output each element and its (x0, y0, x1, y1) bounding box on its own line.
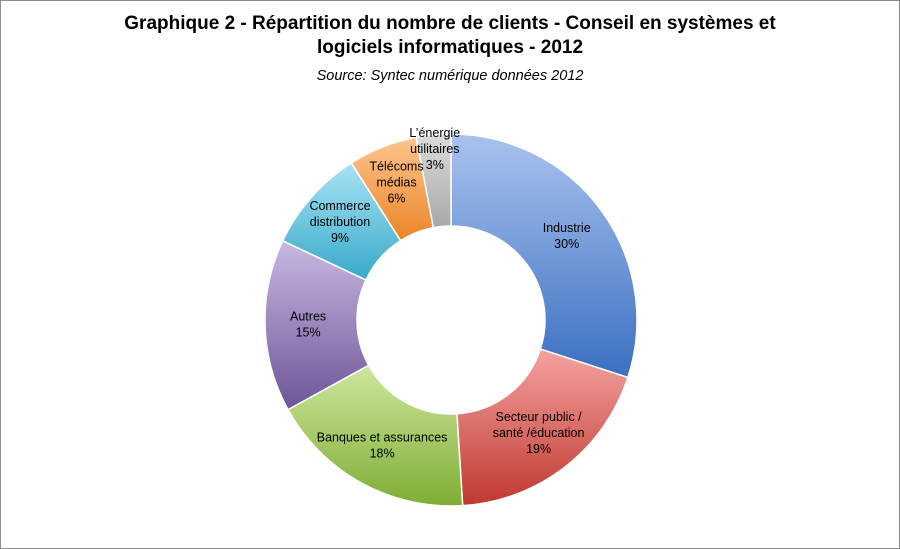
slice-value-label: 30% (554, 237, 579, 251)
slice-category-label: utilitaires (410, 142, 459, 156)
slice-value-label: 3% (426, 158, 444, 172)
slice-category-label: Commerce (309, 199, 370, 213)
slice-category-label: Industrie (543, 221, 591, 235)
chart-title-line-2: logiciels informatiques - 2012 (316, 37, 584, 58)
slice-label-2: Secteur public / santé /éducation 19% (493, 410, 585, 456)
chart-title-line-1: Graphique 2 - Répartition du nombre de c… (124, 13, 776, 34)
slice-label-1: Industrie 30% (543, 221, 591, 251)
donut-slice-7 (415, 133, 452, 229)
slice-value-label: 15% (296, 326, 321, 340)
slice-value-label: 9% (331, 231, 349, 245)
chart-subtitle: Source: Syntec numérique données 2012 (316, 68, 584, 84)
slice-label-7: L’énergie utilitaires 3% (409, 126, 460, 172)
slice-label-3: Banques et assurances 18% (317, 430, 448, 460)
chart-title: Graphique 2 - Répartition du nombre de c… (0, 12, 900, 60)
slice-value-label: 18% (370, 446, 395, 460)
slice-category-label: Autres (290, 310, 326, 324)
slice-category-label: distribution (310, 215, 370, 229)
slice-category-label: Télécoms (369, 159, 423, 173)
slice-label-6: Télécoms médias 6% (369, 159, 423, 205)
slice-value-label: 6% (387, 191, 405, 205)
slice-category-label: L’énergie (409, 126, 460, 140)
donut-slice-4 (264, 239, 370, 411)
donut-slice-1 (450, 133, 638, 379)
slice-category-label: Secteur public / (496, 410, 583, 424)
slice-category-label: Banques et assurances (317, 430, 448, 444)
slice-label-5: Commerce distribution 9% (309, 199, 370, 245)
slice-category-label: santé /éducation (493, 426, 585, 440)
slice-label-4: Autres 15% (290, 310, 326, 340)
donut-slice-3 (286, 364, 464, 507)
donut-slice-2 (456, 348, 629, 507)
slice-category-label: médias (376, 175, 416, 189)
slice-value-label: 19% (526, 442, 551, 456)
